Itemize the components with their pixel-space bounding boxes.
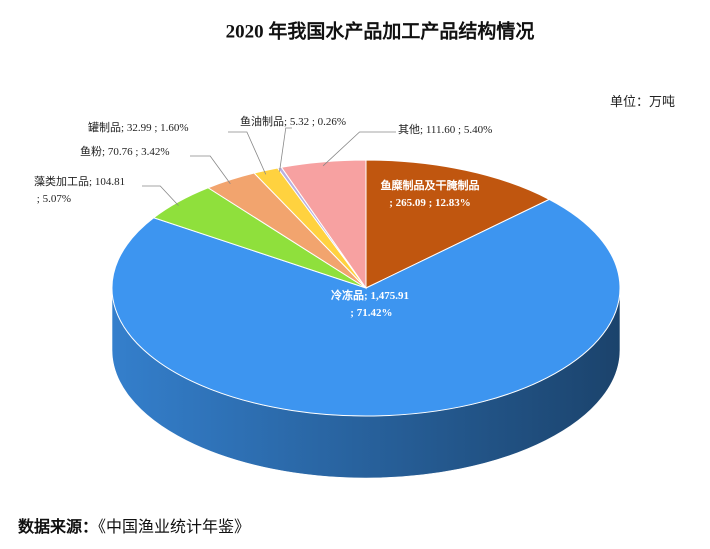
chart-title: 2020 年我国水产品加工产品结构情况 bbox=[226, 19, 535, 42]
slice-labels: 鱼糜制品及干腌制品; 265.09 ; 12.83% 冷冻品; 1,475.91 … bbox=[34, 114, 492, 319]
leader-line bbox=[279, 127, 292, 172]
unit-label: 单位：万吨 bbox=[610, 94, 675, 109]
percent-label: 5.07% bbox=[43, 193, 71, 205]
separator: ; bbox=[102, 146, 108, 158]
leader-line bbox=[228, 131, 267, 175]
slice bbox=[365, 159, 551, 289]
slice-name: 冷冻品 bbox=[331, 288, 364, 302]
separator: ; bbox=[34, 193, 43, 205]
separator: ; bbox=[89, 176, 95, 188]
source-text: 《中国渔业统计年鉴》 bbox=[98, 518, 250, 536]
separator: ; bbox=[152, 122, 161, 134]
slice-name: 罐制品 bbox=[88, 121, 121, 134]
separator: ; bbox=[426, 197, 435, 209]
slice-label: 鱼油制品; 5.32 ; 0.26% bbox=[240, 114, 346, 128]
slice-label: 罐制品; 32.99 ; 1.60% bbox=[88, 121, 189, 134]
slice-label: 鱼粉; 70.76 ; 3.42% bbox=[80, 144, 170, 158]
slice-name: 鱼油制品 bbox=[240, 114, 284, 128]
separator: ; bbox=[133, 146, 142, 158]
separator: ; bbox=[284, 116, 290, 128]
separator: ; bbox=[420, 124, 426, 136]
percent-label: 5.40% bbox=[464, 124, 492, 136]
slice-label: 其他; 111.60 ; 5.40% bbox=[398, 123, 492, 136]
value-label: 5.32 bbox=[290, 116, 309, 128]
percent-label: 12.83% bbox=[435, 197, 471, 209]
slice-name: 藻类加工品 bbox=[34, 174, 89, 188]
separator: ; bbox=[455, 124, 464, 136]
slice-label: 冷冻品; 1,475.91 ; 71.42% bbox=[331, 288, 409, 319]
pie-tops bbox=[111, 159, 621, 417]
leader-line bbox=[322, 131, 396, 167]
percent-label: 1.60% bbox=[160, 122, 188, 134]
leader-line bbox=[190, 155, 231, 185]
value-label: 70.76 bbox=[108, 146, 133, 158]
value-label: 111.60 bbox=[426, 124, 456, 136]
separator: ; bbox=[348, 307, 357, 319]
separator: ; bbox=[364, 290, 370, 302]
percent-label: 71.42% bbox=[357, 307, 393, 319]
value-label: 32.99 bbox=[127, 122, 152, 134]
value-label: 265.09 bbox=[396, 197, 427, 209]
value-label: 1,475.91 bbox=[370, 290, 409, 302]
source: 数据来源：《中国渔业统计年鉴》 bbox=[18, 517, 250, 536]
separator: ; bbox=[309, 116, 318, 128]
slice-label: 藻类加工品; 104.81 ; 5.07% bbox=[34, 174, 125, 205]
slice-name: 鱼糜制品及干腌制品 bbox=[381, 178, 480, 192]
slice-label: 鱼糜制品及干腌制品; 265.09 ; 12.83% bbox=[381, 178, 480, 209]
source-label: 数据来源： bbox=[18, 517, 98, 536]
percent-label: 0.26% bbox=[318, 116, 346, 128]
slice-name: 其他 bbox=[398, 123, 420, 136]
percent-label: 3.42% bbox=[141, 146, 169, 158]
value-label: 104.81 bbox=[95, 176, 125, 188]
slice bbox=[280, 159, 367, 290]
leader-line bbox=[142, 185, 179, 206]
slice-name: 鱼粉 bbox=[80, 144, 102, 158]
separator: ; bbox=[121, 122, 127, 134]
separator: ; bbox=[389, 197, 395, 209]
slice bbox=[111, 198, 621, 417]
